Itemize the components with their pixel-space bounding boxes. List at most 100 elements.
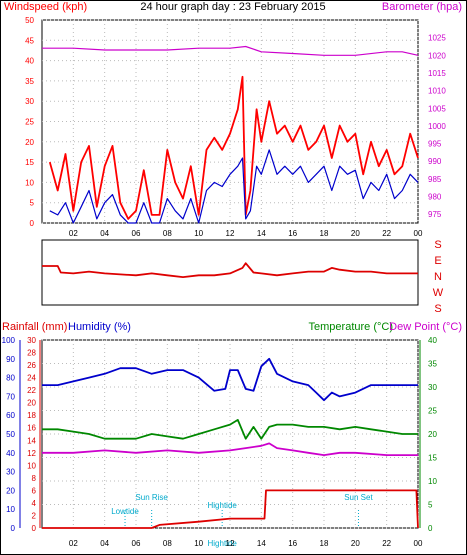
y-tick-label: 20 [428,430,437,439]
x-tick-label: 14 [257,229,266,238]
series-line-average [49,149,419,224]
baro-y-ticks: 975 980 985 990 995 1000 1005 1010 1015 1020 1025 [428,34,446,220]
y-tick-label: 100 [2,336,16,345]
x-tick-label: 18 [320,229,329,238]
x-tick-label: 20 [351,539,360,548]
y-tick-label: 70 [6,392,15,401]
astro-label: Hightide [207,539,237,548]
wind-baro-series [42,45,419,224]
series-line-barometer [42,45,419,56]
series-line-gust [48,75,419,220]
y-tick-label: 50 [6,430,15,439]
y-tick-label: 1010 [428,87,446,96]
y-tick-label: 30 [6,468,15,477]
y-tick-label: 35 [25,77,34,86]
y-tick-label: 1005 [428,104,446,113]
x-tick-label: 16 [288,229,297,238]
wind-baro-grid [42,19,419,224]
wind-y-ticks: 0 5 10 15 20 25 30 35 40 45 50 [25,16,34,228]
series-line-temperature [42,418,418,440]
x-tick-label: 06 [132,229,141,238]
humidity-y-ticks: 0 10 20 30 40 50 60 70 80 90 100 [2,336,16,533]
direction-label: S [434,239,441,251]
y-tick-label: 0 [32,524,37,533]
y-tick-label: 30 [25,97,34,106]
x-tick-label: 22 [382,229,391,238]
y-tick-label: 985 [428,175,442,184]
y-tick-label: 0 [11,524,16,533]
astro-label: Sun Rise [135,493,168,502]
y-tick-label: 90 [6,355,15,364]
y-tick-label: 60 [6,411,15,420]
y-tick-label: 18 [27,411,36,420]
y-tick-label: 0 [428,524,433,533]
y-tick-label: 5 [428,501,433,510]
series-line-rainfall [42,489,419,529]
series-line-dew-point [42,442,418,457]
y-tick-label: 980 [428,193,442,202]
y-tick-label: 1025 [428,34,446,43]
baro-axis-title: Barometer (hpa) [382,1,462,13]
y-tick-label: 15 [428,454,437,463]
y-tick-label: 22 [27,386,36,395]
astro-label: Sun Set [344,493,373,502]
y-tick-label: 8 [32,474,37,483]
x-tick-label: 14 [257,539,266,548]
y-tick-label: 4 [32,499,37,508]
x-tick-label: 00 [414,229,423,238]
y-tick-label: 40 [428,336,437,345]
y-tick-label: 10 [25,178,34,187]
x-tick-label: 18 [320,539,329,548]
y-tick-label: 2 [32,511,37,520]
x-tick-label: 08 [163,539,172,548]
y-tick-label: 975 [428,210,442,219]
y-tick-label: 28 [27,349,36,358]
x-tick-label: 12 [226,229,235,238]
chart-title: 24 hour graph day : 23 February 2015 [140,1,325,13]
x-tick-label: 02 [69,229,78,238]
y-tick-label: 26 [27,361,36,370]
y-tick-label: 16 [27,424,36,433]
y-tick-label: 20 [6,486,15,495]
y-tick-label: 12 [27,449,36,458]
astro-label: Lowtide [111,507,139,516]
y-tick-label: 6 [32,486,37,495]
direction-label: W [433,287,444,299]
direction-label: E [434,255,441,267]
y-tick-label: 995 [428,140,442,149]
y-tick-label: 1000 [428,122,446,131]
y-tick-label: 40 [6,449,15,458]
temp-hum-series [42,357,419,529]
series-line-humidity [42,357,418,402]
temp-y-ticks: 0 5 10 15 20 25 30 35 40 [428,336,437,533]
x-tick-label: 12 [226,539,235,548]
y-tick-label: 5 [30,199,35,208]
direction-series [42,262,418,279]
y-tick-label: 50 [25,16,34,25]
direction-label: N [434,271,442,283]
temp-axis-title: Temperature (°C) [309,321,393,333]
series-line-direction [42,262,418,279]
y-tick-label: 25 [428,407,437,416]
temp-hum-grid [42,339,419,529]
x-tick-label: 10 [194,539,203,548]
x-tick-label: 10 [194,229,203,238]
x-tick-label: 02 [69,539,78,548]
humidity-axis-title: Humidity (%) [68,321,131,333]
x-tick-label: 16 [288,539,297,548]
x-tick-label: 06 [132,539,141,548]
y-tick-label: 10 [428,477,437,486]
temp-x-ticks: 02 04 06 08 10 12 14 16 18 20 22 00 [69,539,423,548]
y-tick-label: 35 [428,360,437,369]
rain-axis-title: Rainfall (mm) [2,321,67,333]
y-tick-label: 20 [27,399,36,408]
x-tick-label: 04 [100,539,109,548]
x-tick-label: 00 [414,539,423,548]
y-tick-label: 25 [25,118,34,127]
y-tick-label: 0 [30,219,35,228]
y-tick-label: 990 [428,157,442,166]
direction-label: S [434,303,441,315]
